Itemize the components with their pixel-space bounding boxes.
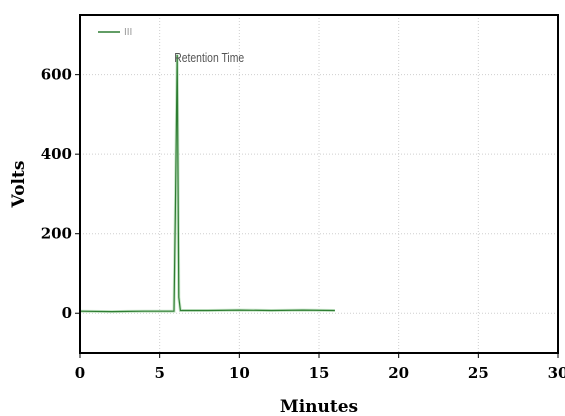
annotations: Retention Time — [174, 50, 244, 65]
x-tick-label: 5 — [154, 364, 164, 382]
series-line — [79, 54, 335, 313]
y-tick-label: 200 — [41, 225, 72, 243]
x-tick-label: 25 — [468, 364, 489, 382]
x-tick-label: 20 — [388, 364, 409, 382]
y-axis-title: Volts — [9, 161, 29, 209]
x-axis-title: Minutes — [280, 397, 358, 416]
y-tick-label: 400 — [41, 145, 72, 163]
y-tick-label: 600 — [41, 66, 72, 84]
legend: III — [98, 27, 132, 38]
series-line-halo — [79, 54, 335, 314]
x-tick-label: 0 — [75, 364, 85, 382]
retention-time-label: Retention Time — [174, 50, 244, 65]
x-tick-label: 10 — [229, 364, 250, 382]
legend-label: III — [124, 27, 132, 38]
axis-ticks: 0 5 10 15 20 25 30 0 200 400 600 — [41, 66, 565, 382]
x-tick-label: 15 — [309, 364, 330, 382]
series-layer — [79, 54, 335, 314]
y-tick-label: 0 — [62, 304, 72, 322]
grid-lines — [80, 15, 558, 353]
x-tick-label: 30 — [548, 364, 565, 382]
